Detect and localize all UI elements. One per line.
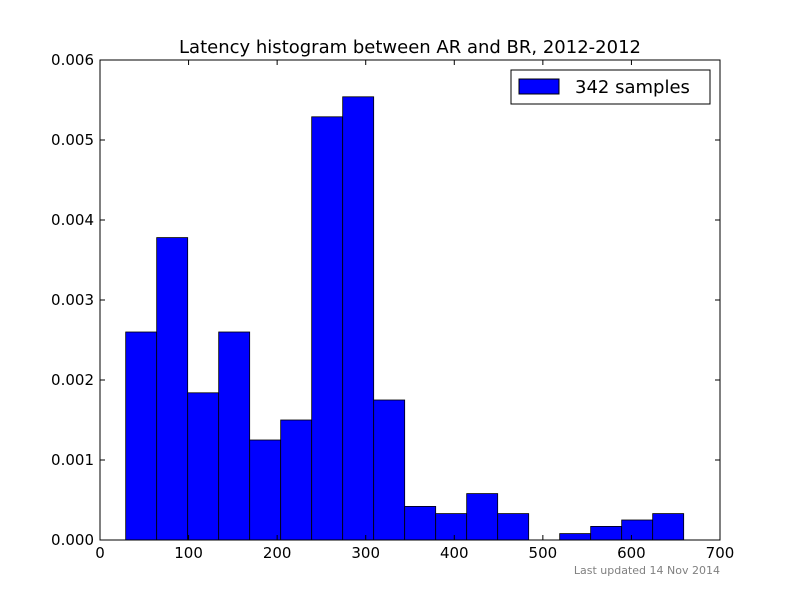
histogram-bar-8 (373, 399, 406, 541)
chart-title: Latency histogram between AR and BR, 201… (179, 37, 641, 58)
x-tick-label-6: 600 (617, 544, 646, 562)
x-tick-label-0: 0 (95, 544, 105, 562)
y-tick-label-6: 0.006 (51, 51, 94, 69)
legend-entry-label: 342 samples (575, 77, 690, 98)
histogram-bar-1 (156, 237, 189, 541)
histogram-bar-7 (342, 96, 375, 541)
histogram-bar-4 (249, 439, 282, 541)
histogram-bar-14 (559, 533, 592, 541)
histogram-bar-5 (280, 419, 313, 541)
y-tick-label-5: 0.005 (51, 131, 94, 149)
histogram-bar-16 (621, 519, 654, 541)
histogram-bar-9 (404, 505, 437, 541)
histogram-bars (125, 96, 685, 541)
y-tick-label-4: 0.004 (51, 211, 94, 229)
histogram-bar-17 (652, 513, 685, 541)
y-tick-label-3: 0.003 (51, 291, 94, 309)
histogram-bar-3 (218, 331, 251, 541)
legend-swatch (518, 78, 560, 95)
histogram-bar-2 (187, 392, 220, 541)
y-tick-label-0: 0.000 (51, 531, 94, 549)
x-tick-label-5: 500 (529, 544, 558, 562)
last-updated-note: Last updated 14 Nov 2014 (574, 564, 720, 577)
histogram-bar-11 (466, 493, 499, 541)
y-tick-label-2: 0.002 (51, 371, 94, 389)
axis-ticks: 0 100 200 300 400 500 600 700 0.000 0.001 0.002 0.0… (51, 51, 734, 562)
x-tick-label-7: 700 (706, 544, 735, 562)
x-tick-label-2: 200 (263, 544, 292, 562)
histogram-bar-10 (435, 513, 468, 541)
legend: 342 samples (510, 69, 711, 105)
histogram-bar-12 (497, 513, 530, 541)
histogram-bar-0 (125, 331, 158, 541)
x-tick-label-1: 100 (174, 544, 203, 562)
y-tick-label-1: 0.001 (51, 451, 94, 469)
histogram-bar-6 (311, 116, 344, 541)
x-tick-label-3: 300 (351, 544, 380, 562)
x-tick-label-4: 400 (440, 544, 469, 562)
histogram-bar-15 (590, 526, 623, 541)
